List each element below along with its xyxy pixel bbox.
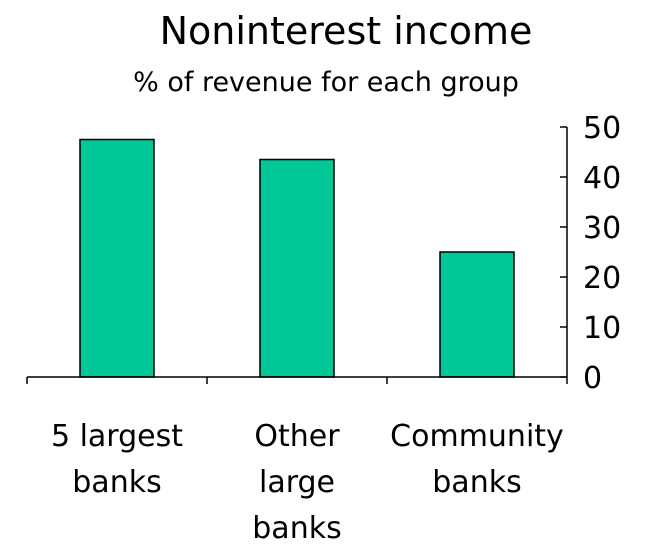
chart-title: Noninterest income [160, 9, 533, 53]
y-tick-label-1: 10 [583, 311, 621, 346]
bar-2 [439, 251, 515, 378]
category-label-0: 5 largest banks [51, 419, 183, 500]
category-labels: 5 largest banks Other large banks Community ba… [51, 419, 564, 546]
x-axis [26, 376, 568, 384]
category-label-2: Community banks [390, 419, 564, 500]
y-tick-label-3: 30 [583, 211, 621, 246]
y-tick-label-2: 20 [583, 261, 621, 296]
y-tick-label-5: 50 [583, 111, 621, 146]
category-label-1: Other large banks [252, 419, 341, 546]
y-tick-label-4: 40 [583, 161, 621, 196]
chart-subtitle: % of revenue for each group [133, 67, 519, 98]
y-tick-label-0: 0 [583, 361, 602, 396]
bar-0 [79, 138, 155, 378]
y-axis: 0 10 20 30 40 50 [560, 111, 621, 396]
bar-1 [259, 158, 335, 378]
bars-group [79, 138, 515, 378]
